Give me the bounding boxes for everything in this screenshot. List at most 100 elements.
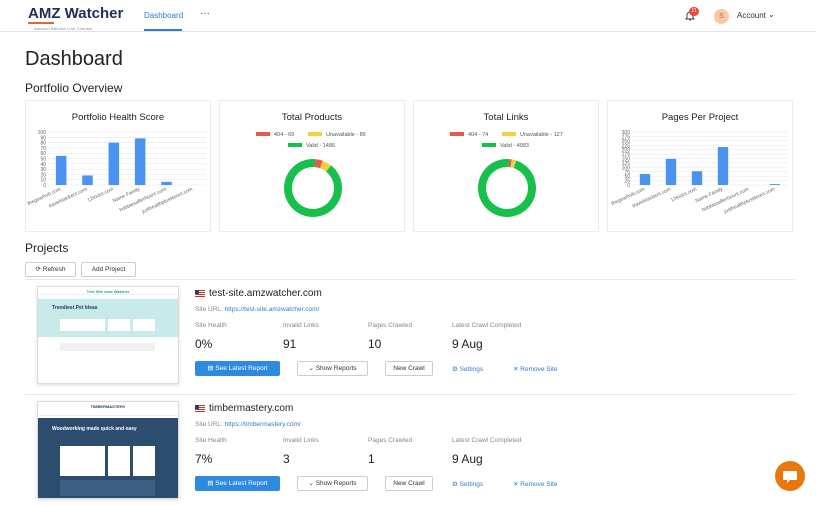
legend-label: Unavailable - 127 — [520, 132, 563, 138]
see-latest-report-label: See Latest Report — [215, 365, 267, 372]
account-menu[interactable]: Account — [737, 11, 766, 20]
gear-icon: ⚙ — [452, 366, 458, 373]
links-donut-chart: 404 - 74 Unavailable - 127 Valid - 4983 — [414, 101, 600, 233]
nav-tab-active-indicator — [144, 29, 182, 31]
logo-underline — [28, 22, 54, 24]
project-row: TIMBERMASTERY Woodworking made quick and… — [25, 394, 795, 506]
legend-swatch — [256, 132, 270, 136]
new-crawl-button[interactable]: New Crawl — [385, 476, 433, 491]
bar — [56, 156, 67, 185]
gear-icon: ⚙ — [452, 481, 458, 488]
avatar[interactable]: S — [714, 9, 729, 24]
donut-slice — [482, 163, 532, 213]
bar — [109, 143, 120, 185]
chat-icon — [775, 461, 805, 491]
donut-slice — [288, 163, 338, 213]
latest-crawl-value: 9 Aug — [452, 337, 483, 351]
refresh-button[interactable]: ⟳ Refresh — [25, 262, 76, 277]
thumbnail-heading: Trendiest Pet Ideas — [52, 305, 98, 311]
site-url-link[interactable]: https://timbermastery.com/ — [225, 421, 301, 428]
legend-label: Unavailable - 86 — [326, 132, 366, 138]
site-health-value: 7% — [195, 452, 212, 466]
bar — [666, 159, 676, 185]
remove-site-button[interactable]: ✕ Remove Site — [513, 365, 557, 373]
us-flag-icon — [195, 405, 205, 412]
app-logo[interactable]: AMZ Watcher Amazon Affiliate Link Checke… — [28, 6, 123, 31]
logo-title: AMZ Watcher — [28, 6, 123, 22]
top-navbar: AMZ Watcher Amazon Affiliate Link Checke… — [0, 0, 816, 32]
settings-button[interactable]: ⚙ Settings — [452, 480, 483, 488]
site-thumbnail[interactable]: Test Site Ama Watcher Trendiest Pet Idea… — [37, 286, 179, 384]
bar — [640, 174, 650, 185]
project-name[interactable]: test-site.amzwatcher.com — [209, 288, 322, 299]
close-icon: ✕ — [513, 481, 518, 488]
x-tick-label: 12tricks.com — [670, 186, 698, 203]
show-reports-button[interactable]: ⌄ Show Reports — [297, 361, 368, 376]
pages-crawled-value: 10 — [368, 337, 381, 351]
show-reports-label: Show Reports — [316, 480, 357, 487]
pages-bar-chart: 3002752502252001751501251007550250thegea… — [608, 101, 794, 233]
new-crawl-button[interactable]: New Crawl — [385, 361, 433, 376]
legend-label: Valid - 4983 — [500, 143, 529, 149]
refresh-label: Refresh — [43, 266, 66, 273]
legend-swatch — [502, 132, 516, 136]
see-latest-report-label: See Latest Report — [215, 480, 267, 487]
settings-label: Settings — [460, 481, 484, 488]
chevron-down-icon: ⌄ — [308, 480, 313, 487]
x-tick-label: justhealthplusstores.com — [140, 186, 193, 215]
chevron-down-icon[interactable]: ⌄ — [768, 10, 775, 19]
site-url-link[interactable]: https://test-site.amzwatcher.com/ — [225, 306, 320, 313]
bar — [82, 175, 93, 185]
see-latest-report-button[interactable]: ▤ See Latest Report — [195, 476, 280, 491]
remove-site-label: Remove Site — [520, 481, 557, 488]
y-tick-label: 0 — [627, 183, 630, 189]
thumbnail-site-title: TIMBERMASTERY — [38, 404, 178, 409]
legend-swatch — [482, 143, 496, 147]
show-reports-button[interactable]: ⌄ Show Reports — [297, 476, 368, 491]
add-project-button[interactable]: Add Project — [81, 262, 136, 277]
bar — [770, 184, 780, 185]
donut-slice — [315, 163, 321, 164]
chat-widget-button[interactable] — [775, 461, 805, 491]
invalid-links-label: Invalid Links — [283, 437, 319, 444]
remove-site-label: Remove Site — [520, 366, 557, 373]
site-thumbnail[interactable]: TIMBERMASTERY Woodworking made quick and… — [37, 401, 179, 499]
page-title: Dashboard — [25, 48, 123, 71]
legend-label: 404 - 69 — [274, 132, 294, 138]
donut-slice — [511, 163, 515, 164]
nav-more-menu[interactable]: ··· — [200, 8, 210, 19]
site-health-label: Site Health — [195, 437, 227, 444]
y-tick-label: 0 — [43, 183, 46, 189]
show-reports-label: Show Reports — [316, 365, 357, 372]
bar — [161, 182, 172, 185]
close-icon: ✕ — [513, 366, 518, 373]
settings-button[interactable]: ⚙ Settings — [452, 365, 483, 373]
legend-label: Valid - 1486 — [306, 143, 335, 149]
pages-crawled-label: Pages Crawled — [368, 437, 412, 444]
site-url: Site URL: https://test-site.amzwatcher.c… — [195, 306, 319, 313]
x-tick-label: 12tricks.com — [87, 186, 115, 203]
legend-swatch — [308, 132, 322, 136]
project-row: Test Site Ama Watcher Trendiest Pet Idea… — [25, 279, 795, 391]
see-latest-report-button[interactable]: ▤ See Latest Report — [195, 361, 280, 376]
project-name[interactable]: timbermastery.com — [209, 403, 293, 414]
nav-tab-dashboard[interactable]: Dashboard — [144, 11, 183, 20]
notification-badge: 11 — [689, 7, 699, 16]
latest-crawl-label: Latest Crawl Completed — [452, 437, 521, 444]
invalid-links-label: Invalid Links — [283, 322, 319, 329]
thumbnail-heading: Woodworking made quick and easy — [52, 426, 137, 432]
pages-crawled-label: Pages Crawled — [368, 322, 412, 329]
legend-label: 404 - 74 — [468, 132, 488, 138]
health-bar-chart: 1009080706050403020100thegearhub.comtrav… — [26, 101, 212, 233]
site-health-value: 0% — [195, 337, 212, 351]
site-health-label: Site Health — [195, 322, 227, 329]
legend-swatch — [450, 132, 464, 136]
logo-subtitle: Amazon Affiliate Link Checker — [34, 26, 123, 31]
bar — [692, 171, 702, 185]
thumbnail-site-title: Test Site Ama Watcher — [38, 289, 178, 294]
remove-site-button[interactable]: ✕ Remove Site — [513, 480, 557, 488]
bar — [718, 147, 728, 185]
